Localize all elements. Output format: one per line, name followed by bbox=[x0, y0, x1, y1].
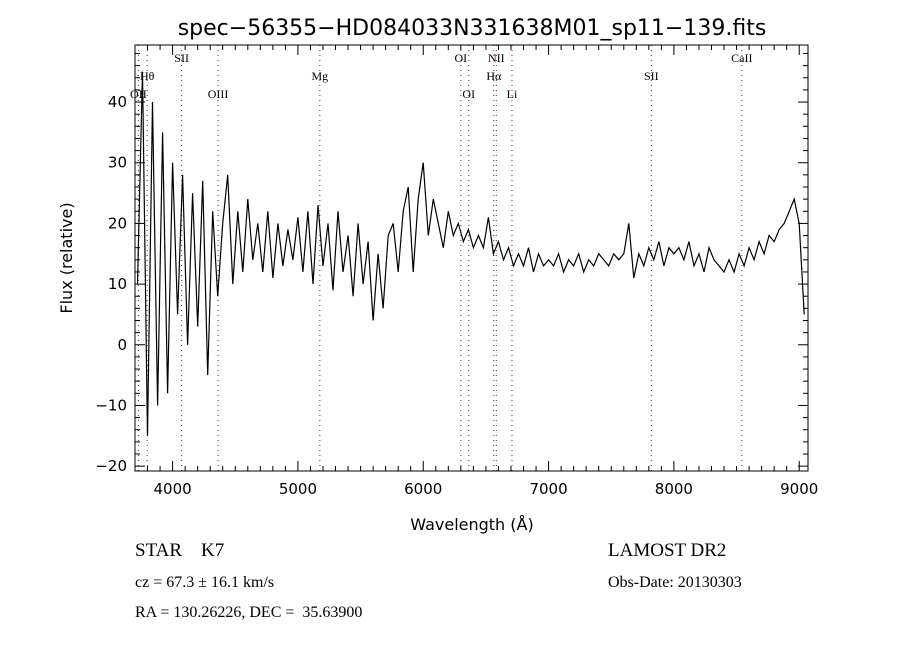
x-tick-label: 5000 bbox=[279, 480, 317, 498]
y-axis-label: Flux (relative) bbox=[57, 202, 76, 313]
line-marker-label: NII bbox=[488, 51, 505, 65]
redshift-velocity: cz = 67.3 ± 16.1 km/s bbox=[135, 574, 275, 591]
line-marker-label: SII bbox=[644, 69, 659, 83]
survey-name: LAMOST DR2 bbox=[608, 540, 727, 561]
x-tick-label: 8000 bbox=[655, 480, 693, 498]
line-marker-label: OI bbox=[462, 87, 475, 101]
line-marker-label: OIII bbox=[208, 87, 229, 101]
coordinates: RA = 130.26226, DEC = 35.63900 bbox=[135, 604, 363, 621]
y-tick-label: 40 bbox=[108, 93, 127, 111]
x-tick-label: 4000 bbox=[154, 480, 192, 498]
y-tick-label: 0 bbox=[117, 336, 127, 354]
line-marker-label: OI bbox=[455, 51, 468, 65]
chart-title: spec−56355−HD084033N331638M01_sp11−139.f… bbox=[178, 16, 767, 41]
object-class: STAR K7 bbox=[135, 540, 225, 561]
y-tick-label: 30 bbox=[108, 154, 127, 172]
spectrum-line bbox=[136, 71, 805, 436]
y-tick-label: −20 bbox=[95, 457, 127, 475]
line-marker-label: OII bbox=[130, 87, 147, 101]
line-marker-label: Hα bbox=[486, 69, 502, 83]
y-tick-label: 20 bbox=[108, 214, 127, 232]
line-marker-label: Li bbox=[507, 87, 518, 101]
x-tick-label: 7000 bbox=[529, 480, 567, 498]
line-marker-label: Mg bbox=[312, 69, 329, 83]
line-marker-label: SII bbox=[174, 51, 189, 65]
plot-frame bbox=[134, 44, 809, 472]
x-axis-label: Wavelength (Å) bbox=[410, 515, 533, 534]
x-tick-label: 9000 bbox=[780, 480, 818, 498]
observation-date: Obs-Date: 20130303 bbox=[608, 574, 742, 591]
y-tick-label: 10 bbox=[108, 275, 127, 293]
x-tick-label: 6000 bbox=[404, 480, 442, 498]
line-marker-label: Hθ bbox=[140, 69, 155, 83]
line-marker-label: CaII bbox=[731, 51, 752, 65]
y-tick-label: −10 bbox=[95, 396, 127, 414]
